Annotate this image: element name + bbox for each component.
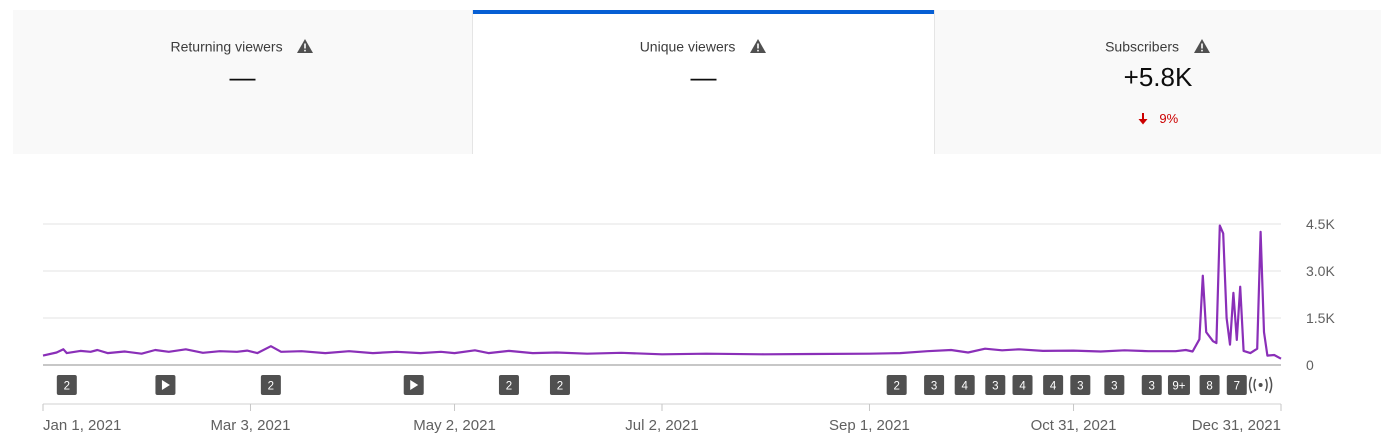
y-tick-label: 4.5K	[1306, 216, 1335, 232]
upload-count-marker[interactable]: 2	[56, 375, 77, 395]
upload-count-marker[interactable]: 4	[954, 375, 975, 395]
y-tick-label: 1.5K	[1306, 310, 1335, 326]
upload-count-marker[interactable]: 2	[886, 375, 907, 395]
tab-header: Subscribers	[935, 37, 1381, 54]
play-icon	[161, 380, 170, 390]
marker-count-label: 8	[1206, 381, 1212, 393]
x-tick-label: Dec 31, 2021	[1192, 417, 1281, 434]
video-marker[interactable]	[155, 375, 176, 395]
x-tick-label: Jul 2, 2021	[625, 417, 698, 434]
marker-count-label: 2	[557, 381, 563, 393]
marker-count-label: 2	[268, 381, 274, 393]
marker-count-label: 9+	[1172, 381, 1185, 393]
live-stream-icon[interactable]	[1248, 376, 1273, 394]
x-tick-label: Sep 1, 2021	[829, 417, 910, 434]
metric-tabs: Returning viewers — Unique viewers — Sub…	[13, 10, 1381, 154]
series-line[interactable]	[42, 224, 1282, 360]
upload-count-marker[interactable]: 7	[1226, 375, 1247, 395]
upload-count-marker[interactable]: 3	[985, 375, 1006, 395]
marker-count-label: 3	[1077, 381, 1083, 393]
upload-count-marker[interactable]: 9+	[1167, 375, 1190, 395]
upload-count-marker[interactable]: 3	[1104, 375, 1125, 395]
x-tick-label: Jan 1, 2021	[43, 417, 121, 434]
marker-count-label: 4	[1019, 381, 1026, 393]
upload-count-marker[interactable]: 2	[260, 375, 281, 395]
marker-count-label: 3	[1111, 381, 1117, 393]
marker-count-label: 7	[1234, 381, 1240, 393]
marker-count-label: 4	[1050, 381, 1057, 393]
delta-value: 9%	[1159, 111, 1179, 127]
y-tick-label: 0	[1306, 357, 1314, 373]
marker-count-label: 2	[893, 381, 899, 393]
tab-label: Unique viewers	[639, 38, 736, 55]
subscribers-delta: 9%	[935, 110, 1381, 126]
tab-value: —	[229, 62, 256, 92]
marker-count-label: 2	[64, 381, 70, 393]
warning-icon[interactable]	[749, 38, 767, 54]
play-icon	[410, 380, 419, 390]
tab-returning-viewers[interactable]: Returning viewers —	[13, 10, 473, 154]
marker-count-label: 3	[992, 381, 998, 393]
upload-count-marker[interactable]: 4	[1012, 375, 1033, 395]
tab-unique-viewers[interactable]: Unique viewers —	[473, 10, 934, 154]
tab-label: Subscribers	[1105, 38, 1180, 55]
tab-subscribers[interactable]: Subscribers +5.8K 9%	[934, 10, 1381, 154]
marker-count-label: 3	[931, 381, 937, 393]
tab-label: Returning viewers	[170, 38, 283, 55]
upload-count-marker[interactable]: 3	[1141, 375, 1162, 395]
upload-count-marker[interactable]: 3	[1070, 375, 1091, 395]
upload-count-marker[interactable]: 2	[498, 375, 519, 395]
x-tick-label: Mar 3, 2021	[210, 417, 290, 434]
upload-count-marker[interactable]: 2	[549, 375, 570, 395]
tab-value: +5.8K	[1123, 62, 1193, 92]
tab-header: Unique viewers	[473, 37, 934, 54]
x-tick-label: May 2, 2021	[413, 417, 496, 434]
y-tick-label: 3.0K	[1306, 263, 1335, 279]
marker-count-label: 4	[961, 381, 968, 393]
marker-count-label: 3	[1149, 381, 1155, 393]
x-tick-label: Oct 31, 2021	[1031, 417, 1117, 434]
video-marker[interactable]	[403, 375, 424, 395]
warning-icon[interactable]	[1193, 38, 1211, 54]
marker-count-label: 2	[506, 381, 512, 393]
upload-count-marker[interactable]: 3	[924, 375, 945, 395]
upload-count-marker[interactable]: 8	[1199, 375, 1220, 395]
arrow-down-icon	[1138, 112, 1148, 125]
tab-value: —	[690, 62, 717, 92]
warning-icon[interactable]	[296, 38, 314, 54]
tab-header: Returning viewers	[13, 37, 472, 54]
upload-count-marker[interactable]: 4	[1043, 375, 1064, 395]
